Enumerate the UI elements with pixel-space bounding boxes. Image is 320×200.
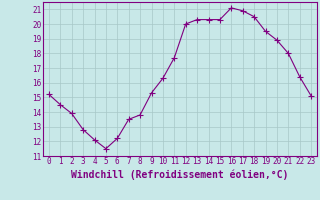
X-axis label: Windchill (Refroidissement éolien,°C): Windchill (Refroidissement éolien,°C) — [71, 169, 289, 180]
